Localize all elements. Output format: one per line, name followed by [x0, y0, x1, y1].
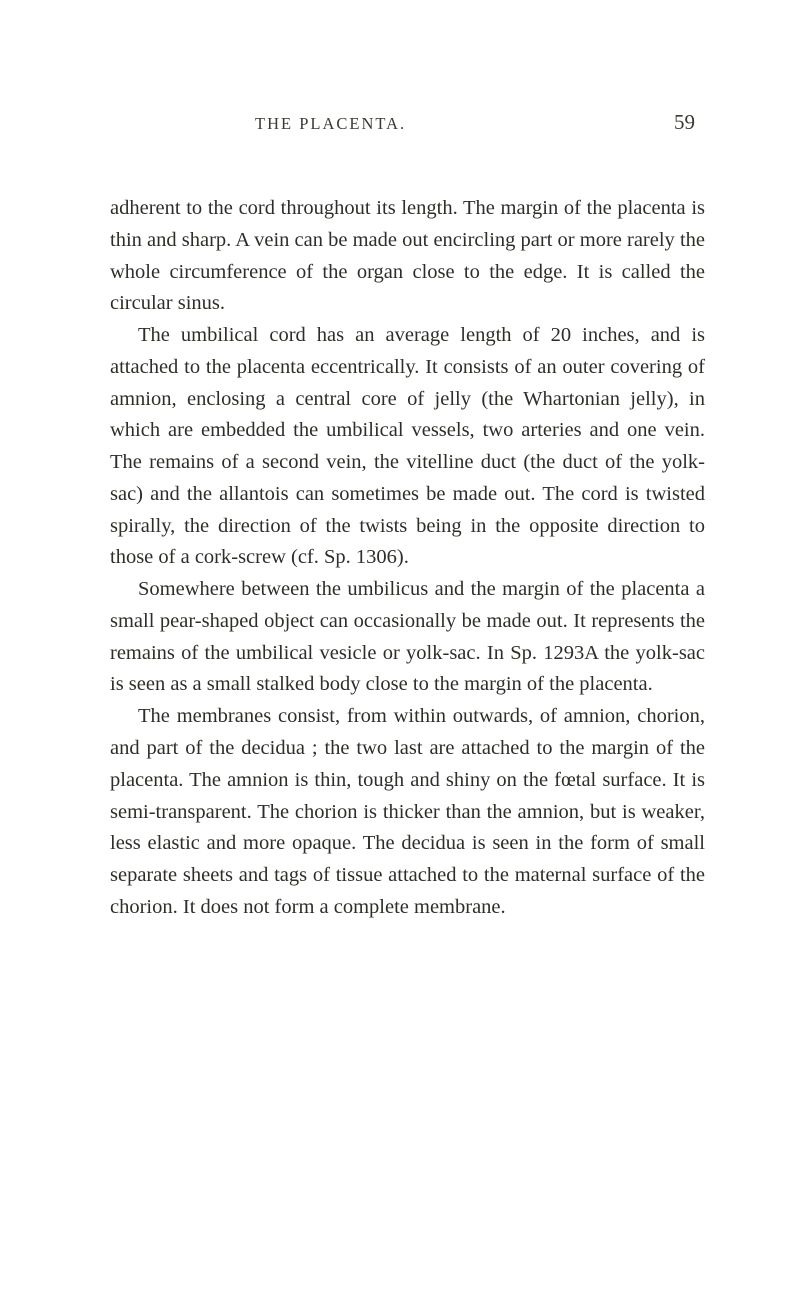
paragraph-1: adherent to the cord throughout its leng…	[110, 193, 705, 320]
paragraph-3: Somewhere between the umbilicus and the …	[110, 574, 705, 701]
header-title: THE PLACENTA.	[255, 114, 406, 134]
page-container: THE PLACENTA. 59 adherent to the cord th…	[0, 0, 800, 1004]
paragraph-2: The umbilical cord has an average length…	[110, 320, 705, 574]
body-text: adherent to the cord throughout its leng…	[110, 193, 705, 924]
paragraph-4: The membranes consist, from within outwa…	[110, 701, 705, 923]
page-number: 59	[674, 110, 695, 135]
page-header: THE PLACENTA. 59	[110, 110, 705, 135]
